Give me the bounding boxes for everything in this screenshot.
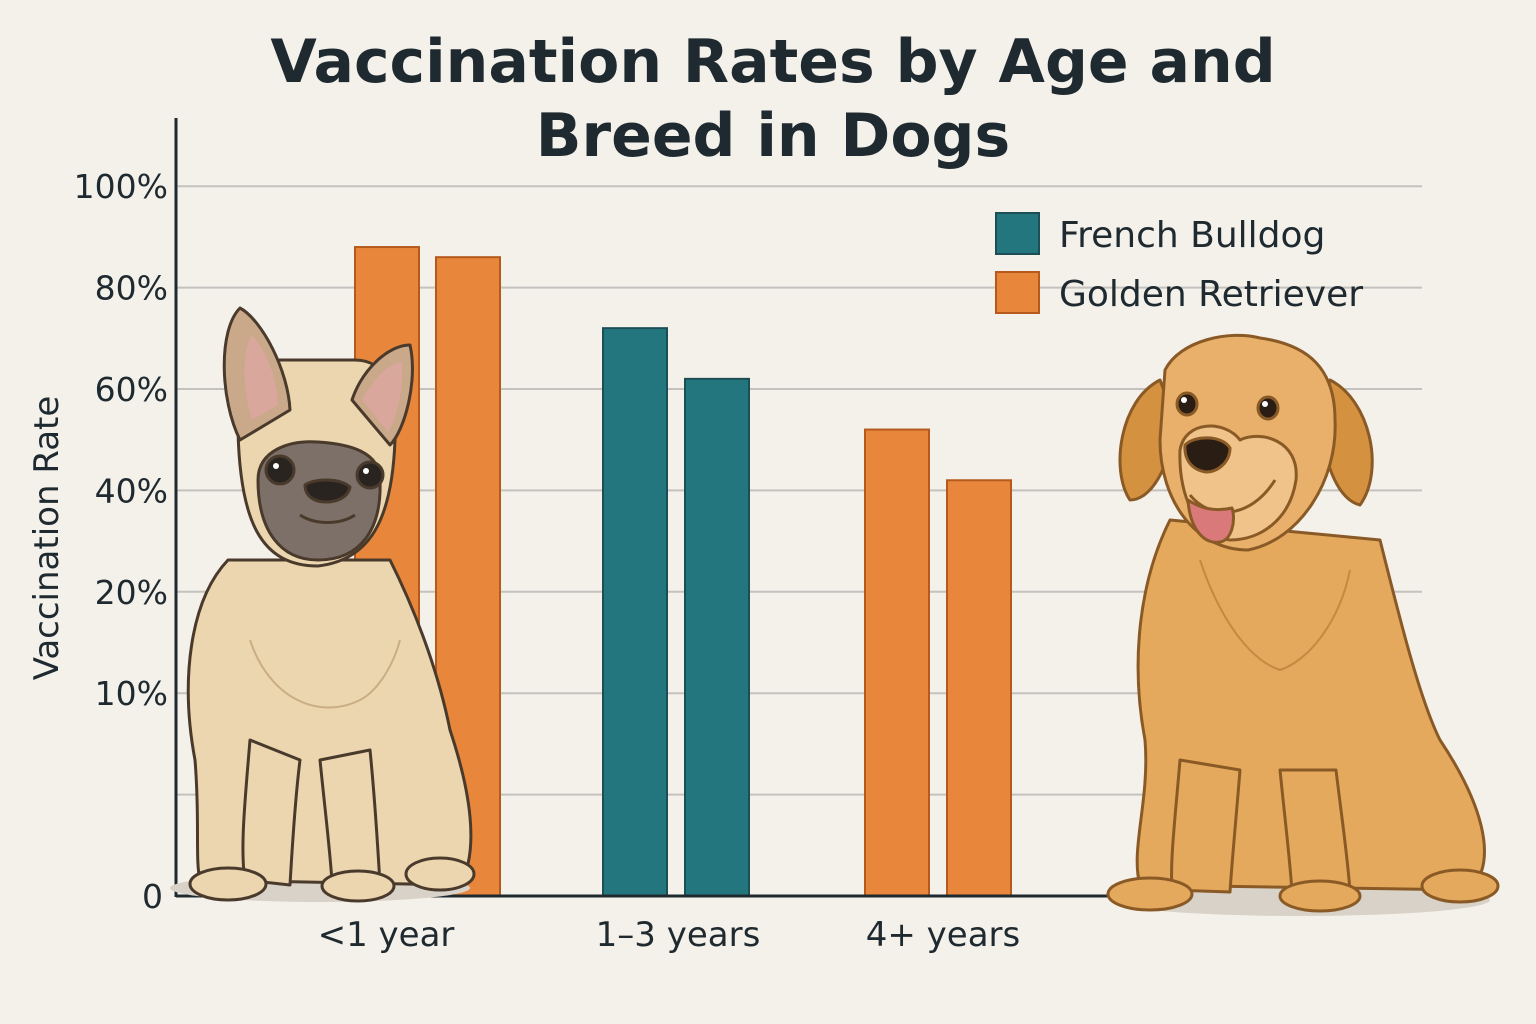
y-tick-label: 60% bbox=[95, 370, 168, 409]
y-tick-label: 10% bbox=[95, 674, 168, 713]
x-category-label: 4+ years bbox=[866, 915, 1021, 955]
y-tick-labels: 0 10% 20% 40% 60% 80% 100% bbox=[74, 167, 168, 916]
bar-golden-retriever bbox=[946, 479, 1012, 897]
y-tick-label: 100% bbox=[74, 167, 168, 206]
bars bbox=[354, 246, 1012, 898]
x-category-label: 1–3 years bbox=[596, 915, 761, 955]
legend-label-french-bulldog: French Bulldog bbox=[1059, 215, 1325, 256]
y-tick-label: 20% bbox=[95, 573, 168, 612]
bar-golden-retriever bbox=[864, 428, 930, 897]
legend: French Bulldog Golden Retriever bbox=[995, 212, 1363, 315]
bar-french-bulldog bbox=[684, 377, 750, 897]
legend-label-golden-retriever: Golden Retriever bbox=[1059, 274, 1363, 315]
chart-title-line-2: Breed in Dogs bbox=[536, 101, 1010, 171]
y-tick-label: 0 bbox=[142, 877, 163, 916]
y-tick-label: 40% bbox=[95, 471, 168, 510]
legend-swatch-golden-retriever bbox=[995, 271, 1040, 314]
x-category-labels: <1 year 1–3 years 4+ years bbox=[318, 915, 1021, 955]
legend-swatch-french-bulldog bbox=[995, 212, 1040, 255]
y-axis-title: Vaccination Rate bbox=[27, 396, 67, 681]
golden-retriever-illustration bbox=[1106, 333, 1500, 916]
bar-french-bulldog bbox=[602, 327, 668, 898]
y-tick-label: 80% bbox=[95, 269, 168, 308]
x-category-label: <1 year bbox=[318, 915, 455, 955]
chart-title-line-1: Vaccination Rates by Age and bbox=[270, 27, 1275, 97]
french-bulldog-illustration bbox=[170, 306, 476, 903]
